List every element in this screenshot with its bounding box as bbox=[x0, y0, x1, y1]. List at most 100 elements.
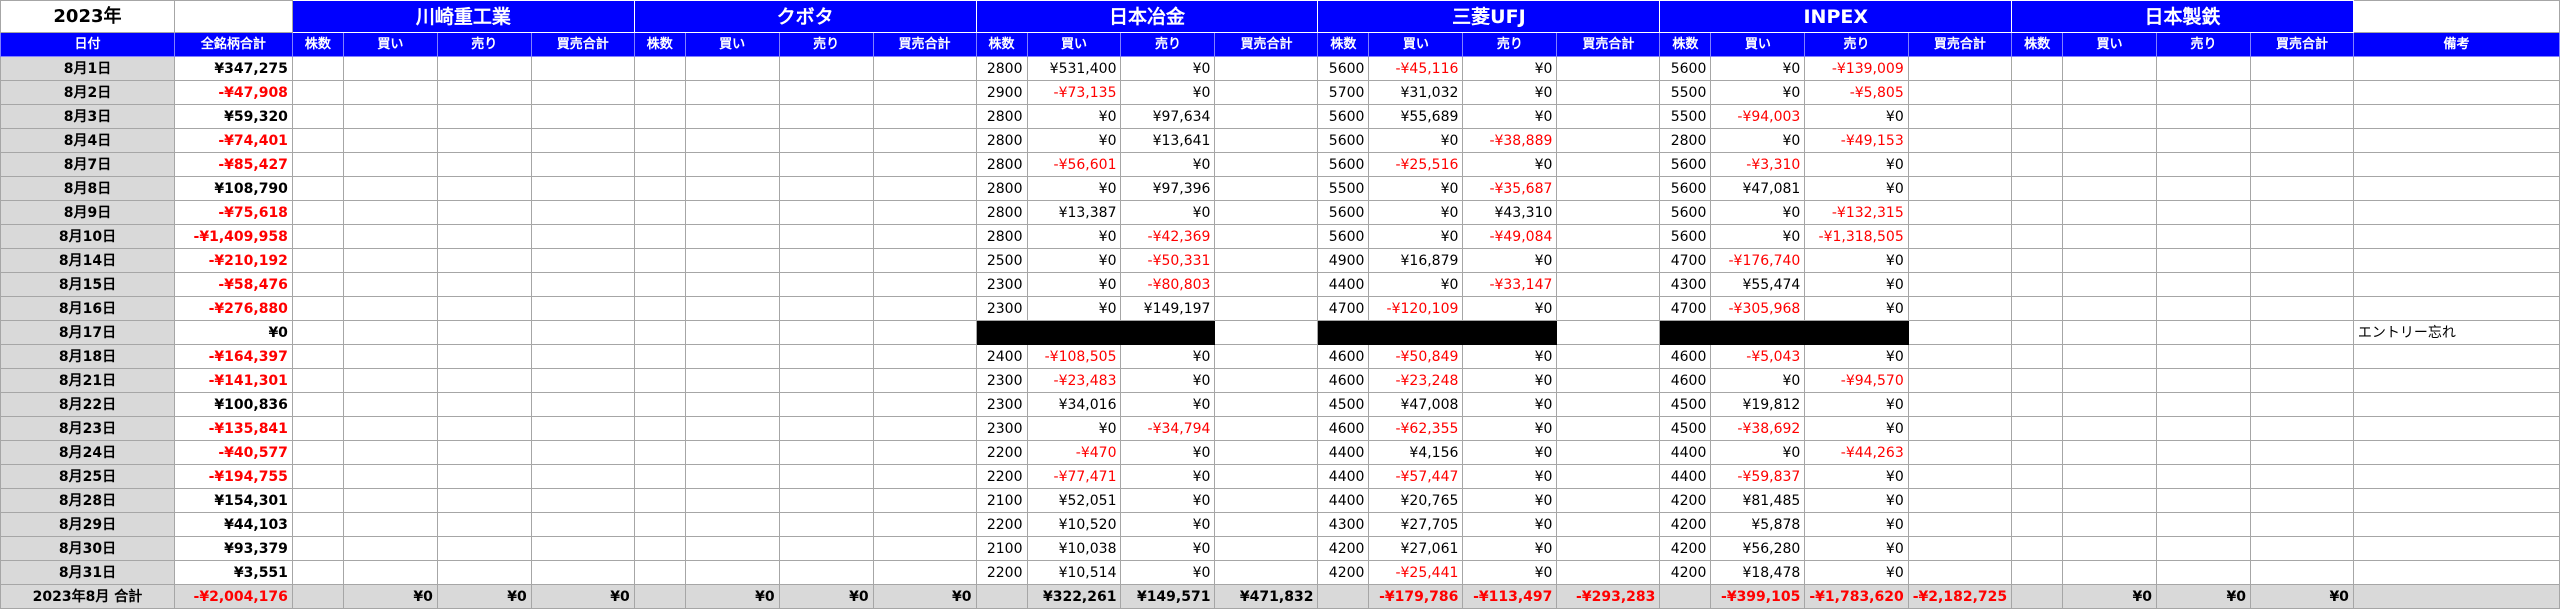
cell-kawasaki-sum[interactable] bbox=[530, 464, 635, 489]
cell-inpex-buy[interactable]: -¥59,837 bbox=[1710, 464, 1806, 489]
total-nipponsteel-sum[interactable]: ¥0 bbox=[2249, 584, 2354, 609]
cell-nipponsteel-sell[interactable] bbox=[2156, 488, 2251, 513]
cell-mufg-buy[interactable]: ¥0 bbox=[1368, 128, 1464, 153]
cell-kawasaki-buy[interactable] bbox=[342, 296, 438, 321]
cell-inpex-sum[interactable] bbox=[1907, 392, 2013, 417]
column-header-nyk-sum[interactable]: 買売合計 bbox=[1214, 32, 1319, 57]
cell-kawasaki-sum[interactable] bbox=[530, 560, 635, 585]
cell-kubota-shares[interactable] bbox=[633, 488, 686, 513]
cell-inpex-sum[interactable] bbox=[1907, 344, 2013, 369]
cell-kubota-sell[interactable] bbox=[778, 56, 874, 81]
cell-kubota-buy[interactable] bbox=[684, 368, 780, 393]
cell-kubota-sell[interactable] bbox=[778, 512, 874, 537]
cell-nipponsteel-shares[interactable] bbox=[2011, 248, 2064, 273]
cell-inpex-sum[interactable] bbox=[1907, 104, 2013, 129]
cell-kawasaki-sell[interactable] bbox=[436, 56, 532, 81]
cell-inpex-buy[interactable]: ¥0 bbox=[1710, 224, 1806, 249]
cell-mufg-sum[interactable] bbox=[1556, 200, 1661, 225]
cell-mufg-sell[interactable]: ¥0 bbox=[1462, 416, 1558, 441]
cell-kubota-buy[interactable] bbox=[684, 224, 780, 249]
cell-kubota-buy[interactable] bbox=[684, 152, 780, 177]
cell-inpex-sum[interactable] bbox=[1907, 440, 2013, 465]
cell-kubota-sum[interactable] bbox=[872, 176, 977, 201]
cell-inpex-sell[interactable]: -¥1,318,505 bbox=[1804, 224, 1909, 249]
cell-kubota-sell[interactable] bbox=[778, 248, 874, 273]
cell-kawasaki-shares[interactable] bbox=[291, 560, 344, 585]
cell-kubota-sell[interactable] bbox=[778, 344, 874, 369]
cell-kubota-sum[interactable] bbox=[872, 128, 977, 153]
cell-mufg-sell[interactable]: ¥0 bbox=[1462, 368, 1558, 393]
cell-kawasaki-sum[interactable] bbox=[530, 416, 635, 441]
cell-nipponsteel-sum[interactable] bbox=[2249, 224, 2354, 249]
cell-kawasaki-buy[interactable] bbox=[342, 248, 438, 273]
cell-mufg-sum[interactable] bbox=[1556, 104, 1661, 129]
cell-nyk-buy[interactable]: ¥0 bbox=[1026, 248, 1122, 273]
cell-inpex-sum[interactable] bbox=[1907, 464, 2013, 489]
cell-inpex-buy[interactable] bbox=[1710, 320, 1806, 345]
stock-header-nyk[interactable]: 日本冶金 bbox=[975, 0, 1319, 33]
cell-kubota-buy[interactable] bbox=[684, 344, 780, 369]
cell-inpex-shares[interactable]: 5600 bbox=[1659, 200, 1712, 225]
cell-mufg-sell[interactable]: ¥0 bbox=[1462, 152, 1558, 177]
cell-nipponsteel-sell[interactable] bbox=[2156, 200, 2251, 225]
row-total-cell[interactable]: -¥74,401 bbox=[173, 128, 293, 153]
cell-kawasaki-buy[interactable] bbox=[342, 320, 438, 345]
cell-nipponsteel-sell[interactable] bbox=[2156, 56, 2251, 81]
cell-nyk-sum[interactable] bbox=[1214, 368, 1319, 393]
cell-inpex-sell[interactable]: ¥0 bbox=[1804, 560, 1909, 585]
cell-kawasaki-shares[interactable] bbox=[291, 392, 344, 417]
cell-mufg-sell[interactable] bbox=[1462, 320, 1558, 345]
cell-kubota-shares[interactable] bbox=[633, 176, 686, 201]
cell-nipponsteel-sum[interactable] bbox=[2249, 80, 2354, 105]
cell-kubota-buy[interactable] bbox=[684, 320, 780, 345]
cell-kubota-shares[interactable] bbox=[633, 464, 686, 489]
cell-kubota-sum[interactable] bbox=[872, 392, 977, 417]
cell-nyk-sum[interactable] bbox=[1214, 152, 1319, 177]
cell-inpex-shares[interactable]: 4200 bbox=[1659, 488, 1712, 513]
date-cell[interactable]: 8月15日 bbox=[0, 272, 175, 297]
column-header-nipponsteel-shares[interactable]: 株数 bbox=[2011, 32, 2064, 57]
cell-kawasaki-sell[interactable] bbox=[436, 368, 532, 393]
cell-nyk-sell[interactable]: ¥0 bbox=[1120, 200, 1216, 225]
cell-nyk-buy[interactable]: ¥0 bbox=[1026, 224, 1122, 249]
cell-kawasaki-shares[interactable] bbox=[291, 176, 344, 201]
cell-kawasaki-sell[interactable] bbox=[436, 320, 532, 345]
cell-mufg-sum[interactable] bbox=[1556, 128, 1661, 153]
cell-inpex-sum[interactable] bbox=[1907, 512, 2013, 537]
row-total-cell[interactable]: -¥164,397 bbox=[173, 344, 293, 369]
row-total-cell[interactable]: -¥1,409,958 bbox=[173, 224, 293, 249]
totals-all[interactable]: -¥2,004,176 bbox=[173, 584, 293, 609]
note-cell[interactable] bbox=[2352, 416, 2560, 441]
cell-kawasaki-buy[interactable] bbox=[342, 464, 438, 489]
total-inpex-sum[interactable]: -¥2,182,725 bbox=[1907, 584, 2013, 609]
cell-kawasaki-sum[interactable] bbox=[530, 296, 635, 321]
cell-mufg-sell[interactable]: ¥0 bbox=[1462, 488, 1558, 513]
cell-kubota-buy[interactable] bbox=[684, 560, 780, 585]
cell-mufg-buy[interactable]: -¥25,516 bbox=[1368, 152, 1464, 177]
cell-nipponsteel-buy[interactable] bbox=[2062, 536, 2158, 561]
cell-kubota-sell[interactable] bbox=[778, 176, 874, 201]
cell-kawasaki-sell[interactable] bbox=[436, 80, 532, 105]
cell-nipponsteel-buy[interactable] bbox=[2062, 512, 2158, 537]
row-total-cell[interactable]: -¥58,476 bbox=[173, 272, 293, 297]
cell-kawasaki-sell[interactable] bbox=[436, 176, 532, 201]
cell-nipponsteel-shares[interactable] bbox=[2011, 152, 2064, 177]
column-header-kubota-buy[interactable]: 買い bbox=[684, 32, 780, 57]
cell-nyk-sum[interactable] bbox=[1214, 392, 1319, 417]
cell-kawasaki-sum[interactable] bbox=[530, 488, 635, 513]
cell-nyk-buy[interactable]: ¥10,514 bbox=[1026, 560, 1122, 585]
cell-kawasaki-sell[interactable] bbox=[436, 224, 532, 249]
cell-kawasaki-sell[interactable] bbox=[436, 128, 532, 153]
cell-kawasaki-buy[interactable] bbox=[342, 512, 438, 537]
cell-nipponsteel-sum[interactable] bbox=[2249, 416, 2354, 441]
cell-mufg-buy[interactable]: ¥0 bbox=[1368, 176, 1464, 201]
cell-kubota-sell[interactable] bbox=[778, 80, 874, 105]
cell-nyk-shares[interactable]: 2300 bbox=[975, 368, 1028, 393]
column-header-kawasaki-sell[interactable]: 売り bbox=[436, 32, 532, 57]
cell-kawasaki-shares[interactable] bbox=[291, 296, 344, 321]
date-cell[interactable]: 8月22日 bbox=[0, 392, 175, 417]
note-cell[interactable] bbox=[2352, 344, 2560, 369]
cell-nipponsteel-sum[interactable] bbox=[2249, 392, 2354, 417]
cell-mufg-shares[interactable]: 4600 bbox=[1317, 416, 1370, 441]
cell-nyk-buy[interactable]: -¥470 bbox=[1026, 440, 1122, 465]
